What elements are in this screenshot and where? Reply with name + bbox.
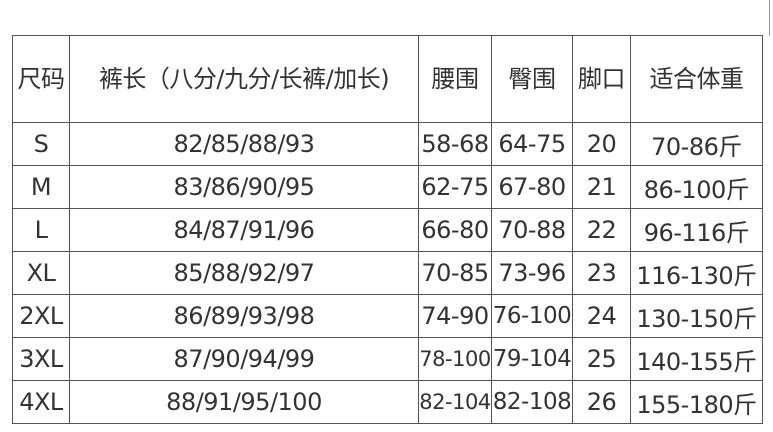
size-row: M 83/86/90/95 62-75 67-80 21 86-100斤 [12,165,763,209]
size-cell: 116-130斤 [630,251,763,295]
size-row: 3XL 87/90/94/99 78-100 79-104 25 140-155斤 [12,337,763,381]
size-cell: 73-96 [491,251,573,295]
size-row: S 82/85/88/93 58-68 64-75 20 70-86斤 [12,122,763,166]
size-cell: 86-100斤 [630,165,763,209]
size-cell: 58-68 [418,122,492,166]
header-cell: 腰围 [418,35,492,123]
size-cell: 83/86/90/95 [69,165,419,209]
size-cell: 4XL [12,380,70,424]
size-table: 尺码 裤长（八分/九分/长裤/加长) 腰围 臀围 脚口 适合体重 S 82/85/88/93 5… [12,35,763,424]
size-cell: 82-108 [491,380,573,424]
header-cell: 裤长（八分/九分/长裤/加长) [69,35,419,123]
size-cell: 21 [572,165,631,209]
size-cell: 87/90/94/99 [69,337,419,381]
edge-line [769,0,770,36]
size-cell: 23 [572,251,631,295]
size-row: XL 85/88/92/97 70-85 73-96 23 116-130斤 [12,251,763,295]
size-row: L 84/87/91/96 66-80 70-88 22 96-116斤 [12,208,763,252]
size-cell: 2XL [12,294,70,338]
size-cell: 70-86斤 [630,122,763,166]
table-body: 尺码 裤长（八分/九分/长裤/加长) 腰围 臀围 脚口 适合体重 S 82/85/88/93 5… [12,35,763,424]
size-cell: 74-90 [418,294,492,338]
header-cell: 适合体重 [630,35,763,123]
size-cell: M [12,165,70,209]
size-cell: 66-80 [418,208,492,252]
size-cell: 22 [572,208,631,252]
size-cell: 88/91/95/100 [69,380,419,424]
size-cell: 79-104 [491,337,573,381]
size-cell: L [12,208,70,252]
size-cell: 70-85 [418,251,492,295]
size-cell: 24 [572,294,631,338]
size-cell: 85/88/92/97 [69,251,419,295]
size-cell: 64-75 [491,122,573,166]
size-cell: 67-80 [491,165,573,209]
size-cell: 25 [572,337,631,381]
size-cell: 96-116斤 [630,208,763,252]
size-cell: 130-150斤 [630,294,763,338]
size-cell: XL [12,251,70,295]
header-cell: 尺码 [12,35,70,123]
size-cell: 82/85/88/93 [69,122,419,166]
size-cell: 155-180斤 [630,380,763,424]
size-cell: 82-104 [418,380,492,424]
size-row: 4XL 88/91/95/100 82-104 82-108 26 155-180斤 [12,380,763,424]
size-cell: 84/87/91/96 [69,208,419,252]
header-cell: 臀围 [491,35,573,123]
size-cell: 62-75 [418,165,492,209]
size-cell: 3XL [12,337,70,381]
size-cell: 70-88 [491,208,573,252]
size-cell: 20 [572,122,631,166]
size-cell: 78-100 [418,337,492,381]
size-cell: 86/89/93/98 [69,294,419,338]
size-cell: 26 [572,380,631,424]
size-cell: S [12,122,70,166]
header-cell: 脚口 [572,35,631,123]
header-row: 尺码 裤长（八分/九分/长裤/加长) 腰围 臀围 脚口 适合体重 [12,35,763,123]
size-row: 2XL 86/89/93/98 74-90 76-100 24 130-150斤 [12,294,763,338]
size-cell: 76-100 [491,294,573,338]
size-cell: 140-155斤 [630,337,763,381]
